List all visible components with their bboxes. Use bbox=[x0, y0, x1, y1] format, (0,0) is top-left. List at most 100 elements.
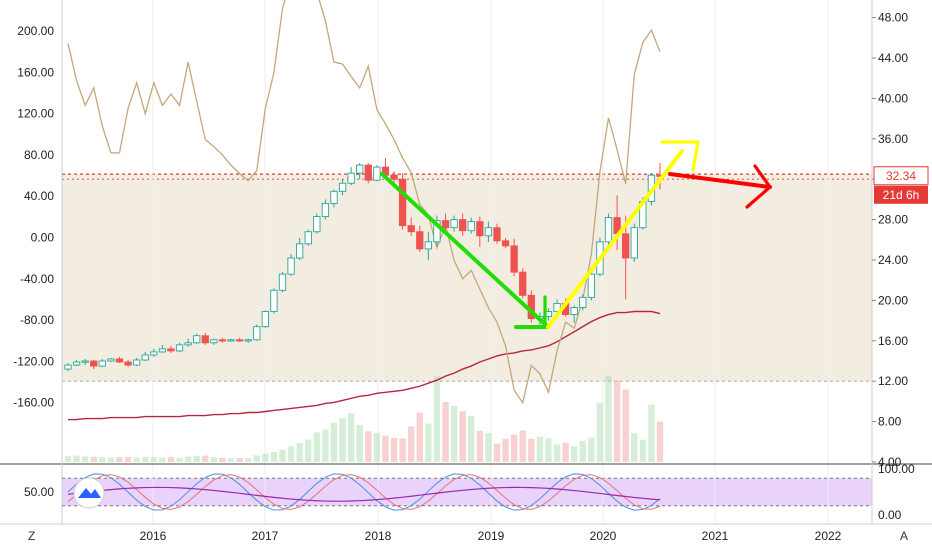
corner-right-label[interactable]: A bbox=[900, 529, 908, 543]
volume-bar bbox=[133, 457, 140, 462]
volume-bar bbox=[90, 456, 97, 462]
candle-body bbox=[150, 351, 158, 356]
right-axis-tick-label: 20.00 bbox=[878, 293, 908, 307]
candle-body bbox=[210, 339, 218, 344]
oscillator-right-tick-label: 100.00 bbox=[878, 462, 915, 476]
volume-bar bbox=[210, 457, 218, 462]
candle-body bbox=[364, 164, 372, 181]
candle-body bbox=[553, 302, 561, 312]
countdown-label: 21d 6h bbox=[883, 188, 920, 202]
volume-bar bbox=[648, 404, 655, 462]
candle-body bbox=[424, 241, 432, 250]
candle-body bbox=[107, 358, 115, 362]
volume-bar bbox=[571, 446, 578, 462]
volume-bar bbox=[339, 418, 346, 462]
volume-bar bbox=[116, 457, 123, 462]
volume-bar bbox=[253, 455, 260, 462]
volume-bar bbox=[202, 455, 209, 462]
candle-body bbox=[296, 243, 304, 259]
candle-body bbox=[98, 360, 106, 367]
candle-body bbox=[235, 339, 244, 342]
volume-bar bbox=[81, 456, 89, 462]
volume-bar bbox=[433, 376, 441, 462]
left-axis-tick-label: 40.00 bbox=[24, 189, 54, 203]
volume-bar bbox=[536, 436, 544, 462]
volume-bar bbox=[193, 456, 200, 462]
volume-bar bbox=[176, 457, 183, 462]
right-axis-tick-label: 8.00 bbox=[878, 415, 902, 429]
volume-bar bbox=[468, 416, 475, 462]
candle-body bbox=[132, 359, 141, 366]
red-horizontal-arrow bbox=[668, 172, 772, 189]
volume-bar bbox=[287, 446, 295, 462]
volume-bar bbox=[399, 438, 406, 462]
volume-bar bbox=[502, 438, 509, 462]
right-axis-tick-label: 16.00 bbox=[878, 334, 908, 348]
volume-bar bbox=[476, 430, 484, 462]
candle-body bbox=[278, 273, 287, 291]
candle-body bbox=[373, 166, 381, 181]
candle-body bbox=[72, 361, 81, 366]
corner-left-label[interactable]: Z bbox=[28, 529, 35, 543]
candle-body bbox=[270, 289, 278, 312]
volume-bar bbox=[588, 437, 595, 462]
countdown-label-box bbox=[874, 185, 928, 204]
candle-body bbox=[493, 227, 501, 242]
candle-body bbox=[519, 271, 527, 296]
candle-body bbox=[356, 164, 364, 174]
volume-bar bbox=[579, 440, 586, 462]
price-label: 32.34 bbox=[886, 169, 916, 183]
volume-bar bbox=[244, 458, 252, 462]
candle-body bbox=[175, 344, 184, 352]
right-axis-tick-label: 36.00 bbox=[878, 132, 908, 146]
volume-bar bbox=[519, 430, 526, 462]
volume-bar bbox=[382, 435, 389, 462]
candle-body bbox=[416, 231, 424, 250]
candle-body bbox=[587, 273, 596, 298]
volume-bar bbox=[124, 457, 132, 462]
shaded-range-band bbox=[62, 174, 872, 382]
green-down-arrow-head bbox=[514, 295, 547, 329]
candle-body bbox=[81, 360, 89, 363]
volume-bar bbox=[485, 433, 492, 462]
candle-body bbox=[570, 307, 578, 315]
candle-body bbox=[287, 257, 295, 275]
candle-body bbox=[313, 216, 321, 233]
volume-bar bbox=[605, 375, 612, 462]
candle-body bbox=[90, 360, 98, 367]
candle-body bbox=[158, 348, 167, 353]
candle-body bbox=[227, 339, 235, 342]
volume-bar bbox=[639, 439, 647, 462]
volume-bar bbox=[656, 421, 664, 462]
left-axis-tick-label: 0.00 bbox=[31, 231, 55, 245]
candle-body bbox=[193, 335, 201, 344]
candle-body bbox=[244, 339, 252, 342]
oscillator-band bbox=[62, 478, 872, 506]
volume-bar bbox=[631, 433, 638, 462]
candle-body bbox=[476, 221, 484, 237]
x-axis-year-label: 2019 bbox=[478, 529, 505, 543]
volume-bar bbox=[322, 429, 329, 462]
right-axis-tick-label: 4.00 bbox=[878, 455, 902, 469]
volume-bar bbox=[73, 455, 80, 462]
right-axis-tick-label: 44.00 bbox=[878, 51, 908, 65]
left-axis-tick-label: -80.00 bbox=[20, 313, 54, 327]
right-axis-tick-label: 24.00 bbox=[878, 253, 908, 267]
candle-body bbox=[501, 240, 510, 247]
volume-bar bbox=[279, 449, 286, 462]
logo-mountain-icon bbox=[78, 488, 101, 498]
candle-body bbox=[261, 311, 269, 328]
candle-body bbox=[218, 339, 227, 342]
candle-body bbox=[390, 174, 398, 180]
oscillator-left-tick-label: 50.00 bbox=[24, 485, 54, 499]
candle-body bbox=[64, 364, 72, 370]
volume-bar bbox=[330, 422, 338, 462]
left-axis-tick-label: -40.00 bbox=[20, 272, 54, 286]
volume-bar bbox=[270, 452, 278, 462]
volume-bar bbox=[99, 457, 106, 462]
volume-bar bbox=[64, 456, 72, 462]
x-axis-year-label: 2022 bbox=[815, 529, 842, 543]
candle-body bbox=[441, 220, 450, 229]
yellow-up-arrow bbox=[546, 149, 684, 329]
